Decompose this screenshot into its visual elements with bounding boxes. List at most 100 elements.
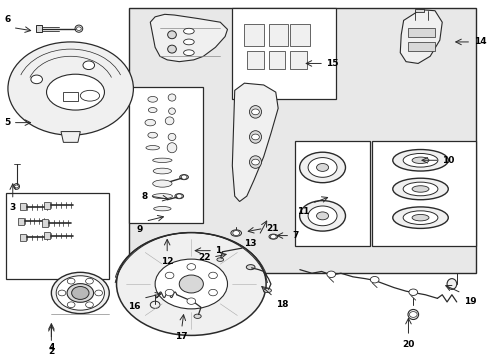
Circle shape [186, 264, 195, 270]
Ellipse shape [167, 31, 176, 39]
Ellipse shape [307, 158, 336, 177]
Circle shape [326, 271, 335, 278]
Circle shape [165, 289, 174, 296]
Circle shape [95, 290, 102, 296]
Circle shape [408, 289, 417, 296]
Ellipse shape [147, 132, 157, 138]
Polygon shape [150, 14, 227, 62]
Text: 2: 2 [48, 347, 54, 356]
Ellipse shape [249, 156, 261, 168]
Ellipse shape [194, 314, 201, 319]
Ellipse shape [155, 259, 227, 309]
Ellipse shape [152, 158, 172, 162]
Ellipse shape [46, 74, 104, 110]
Circle shape [31, 75, 42, 84]
Ellipse shape [183, 39, 194, 45]
Ellipse shape [392, 149, 447, 171]
Circle shape [208, 289, 217, 296]
Ellipse shape [175, 194, 183, 199]
Bar [407, 28, 434, 37]
Circle shape [251, 134, 259, 140]
Ellipse shape [268, 234, 277, 239]
Ellipse shape [316, 212, 328, 220]
Text: 21: 21 [265, 224, 278, 233]
Text: 7: 7 [292, 231, 298, 240]
Ellipse shape [153, 168, 171, 174]
Polygon shape [20, 234, 26, 241]
Text: 19: 19 [463, 297, 476, 306]
Polygon shape [41, 220, 48, 226]
Text: 12: 12 [161, 257, 173, 266]
Polygon shape [44, 202, 50, 209]
Circle shape [76, 27, 81, 31]
Circle shape [67, 302, 75, 308]
Ellipse shape [407, 310, 418, 319]
Polygon shape [20, 203, 26, 211]
Bar [128, 8, 475, 273]
Bar [232, 8, 335, 99]
Ellipse shape [392, 207, 447, 228]
Polygon shape [400, 10, 441, 63]
Ellipse shape [165, 117, 174, 125]
Ellipse shape [67, 284, 93, 302]
Ellipse shape [168, 134, 176, 140]
Ellipse shape [75, 25, 82, 32]
Polygon shape [268, 51, 285, 69]
Ellipse shape [230, 230, 241, 236]
Ellipse shape [51, 273, 109, 314]
Ellipse shape [56, 276, 104, 310]
Text: 17: 17 [175, 332, 187, 341]
Text: 1: 1 [215, 246, 221, 255]
Ellipse shape [168, 94, 176, 101]
Circle shape [85, 302, 93, 308]
Ellipse shape [411, 186, 428, 192]
Text: 20: 20 [402, 339, 414, 348]
Text: 3: 3 [10, 203, 16, 212]
Ellipse shape [116, 233, 265, 336]
Ellipse shape [167, 45, 176, 53]
Polygon shape [290, 51, 306, 69]
Circle shape [408, 312, 416, 318]
Bar [294, 140, 369, 246]
Text: 9: 9 [137, 225, 143, 234]
Ellipse shape [183, 50, 194, 55]
Circle shape [85, 278, 93, 284]
Circle shape [179, 275, 203, 293]
Bar [371, 140, 475, 246]
Ellipse shape [307, 206, 336, 226]
Ellipse shape [14, 184, 20, 189]
Circle shape [83, 61, 94, 69]
Circle shape [150, 301, 160, 309]
Circle shape [67, 278, 75, 284]
Ellipse shape [316, 163, 328, 171]
Text: 18: 18 [275, 300, 287, 309]
Polygon shape [246, 51, 263, 69]
Text: 14: 14 [473, 37, 485, 46]
Polygon shape [232, 83, 278, 202]
Ellipse shape [144, 120, 155, 126]
Ellipse shape [147, 96, 157, 102]
Ellipse shape [152, 194, 172, 199]
Circle shape [251, 159, 259, 165]
Circle shape [232, 230, 239, 235]
Ellipse shape [183, 28, 194, 34]
Text: 8: 8 [142, 192, 147, 201]
Polygon shape [244, 24, 263, 45]
Ellipse shape [249, 131, 261, 143]
Circle shape [181, 175, 186, 179]
Text: 6: 6 [4, 15, 10, 24]
Circle shape [369, 276, 378, 283]
Text: 15: 15 [326, 59, 338, 68]
Text: 16: 16 [128, 302, 141, 311]
Circle shape [176, 194, 182, 198]
Ellipse shape [299, 152, 345, 183]
Bar [128, 87, 203, 223]
Ellipse shape [168, 108, 175, 114]
Ellipse shape [446, 279, 456, 289]
Polygon shape [61, 132, 80, 142]
Polygon shape [268, 24, 287, 45]
Text: 13: 13 [244, 239, 256, 248]
Text: 11: 11 [296, 207, 309, 216]
Circle shape [8, 42, 133, 135]
Ellipse shape [299, 201, 345, 231]
